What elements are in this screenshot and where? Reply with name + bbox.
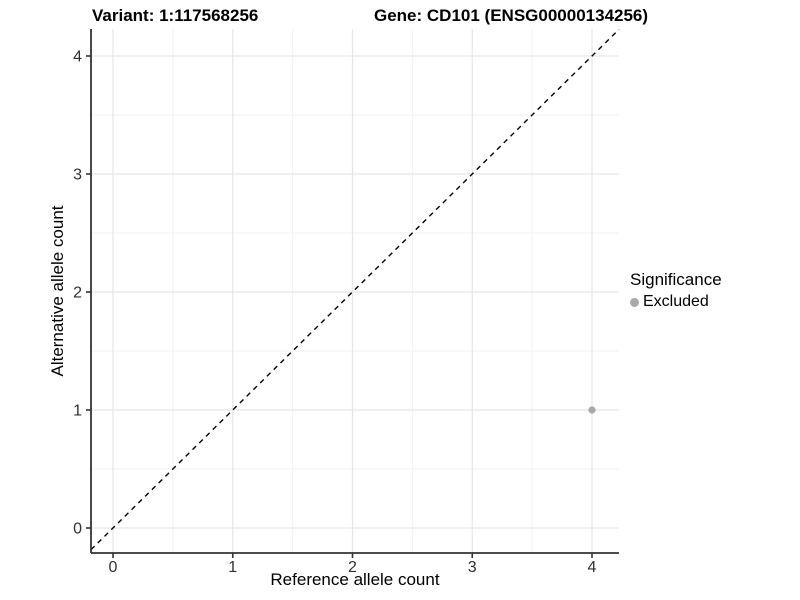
legend-item-label: Excluded xyxy=(643,293,709,310)
data-point-excluded xyxy=(588,406,596,414)
variant-title: Variant: 1:117568256 xyxy=(92,6,259,25)
y-tick-label: 3 xyxy=(73,167,82,184)
y-tick-label: 1 xyxy=(73,403,82,420)
y-tick-label: 4 xyxy=(73,49,82,66)
x-tick-label: 0 xyxy=(109,559,118,576)
y-tick-label: 0 xyxy=(73,521,82,538)
legend: Significance Excluded xyxy=(630,270,722,311)
x-axis-title: Reference allele count xyxy=(270,570,440,589)
identity-line xyxy=(90,28,620,551)
legend-title: Significance xyxy=(630,270,722,289)
legend-item-excluded: Excluded xyxy=(630,293,722,311)
x-tick-label: 4 xyxy=(588,559,597,576)
y-tick-label: 2 xyxy=(73,285,82,302)
gene-title: Gene: CD101 (ENSG00000134256) xyxy=(374,6,649,25)
x-tick-label: 2 xyxy=(348,559,357,576)
x-tick-label: 1 xyxy=(228,559,237,576)
legend-point-icon xyxy=(630,297,639,307)
x-tick-label: 3 xyxy=(468,559,477,576)
y-axis-title: Alternative allele count xyxy=(48,205,67,377)
